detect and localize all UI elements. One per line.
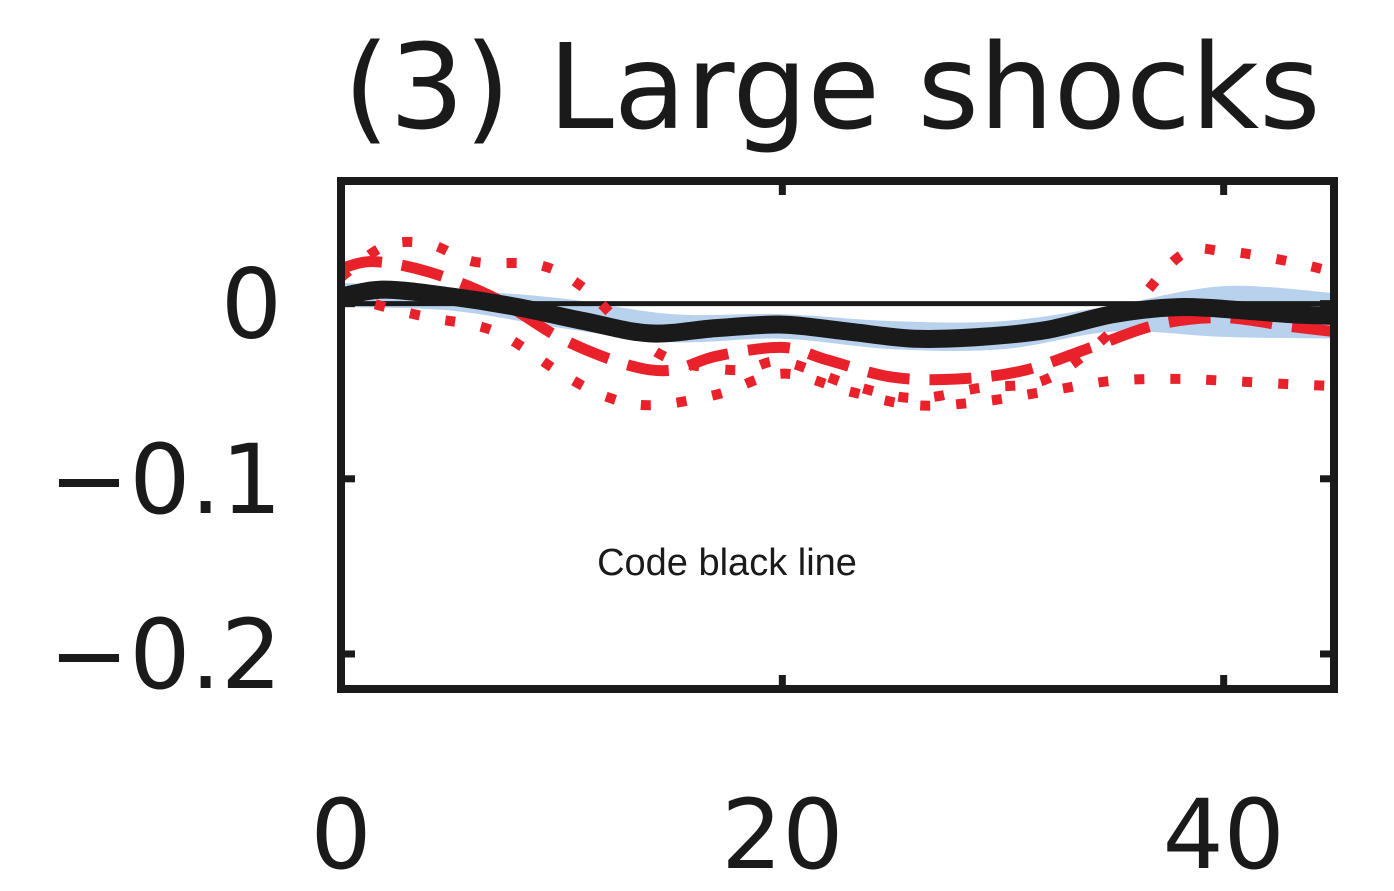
x-tick-label-1: 20	[721, 779, 843, 891]
y-tick-label-1: −0.1	[49, 424, 282, 536]
confidence-band	[341, 282, 1334, 351]
series-dotted-red-line-2	[341, 236, 1334, 404]
x-tick-label-2: 40	[1163, 779, 1285, 891]
chart-title: (3) Large shocks	[343, 18, 1320, 156]
y-tick-label-2: −0.2	[49, 599, 282, 711]
series-dotted-red-line-3	[341, 288, 1334, 411]
plot-area-frame	[337, 177, 1338, 693]
x-tick-label-0: 0	[310, 779, 371, 891]
series-solid-black-line-0	[341, 280, 1334, 348]
y-tick-label-0: 0	[221, 249, 282, 361]
annotation-text: Code black line	[597, 542, 857, 584]
